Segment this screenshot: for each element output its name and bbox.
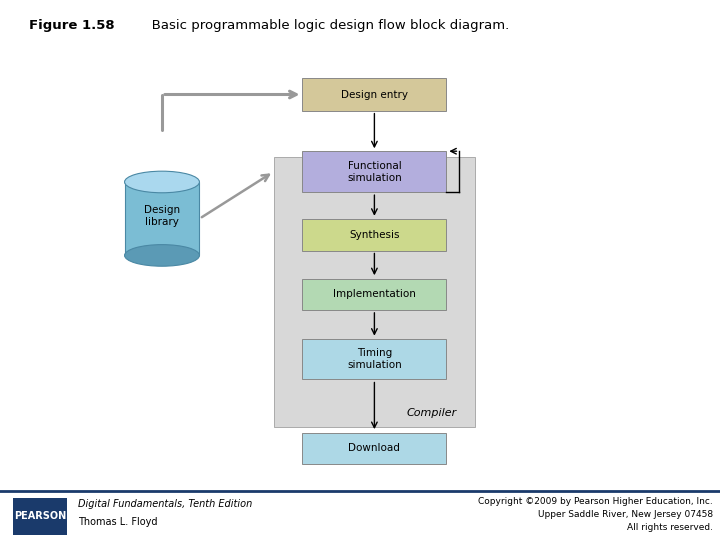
Text: Figure 1.58: Figure 1.58 (29, 19, 114, 32)
Bar (13, 498, 67, 535)
FancyBboxPatch shape (302, 279, 446, 310)
Text: Thomas L. Floyd: Thomas L. Floyd (78, 517, 157, 526)
Text: Design entry: Design entry (341, 90, 408, 99)
Text: Design
library: Design library (144, 205, 180, 227)
Bar (125, 182, 199, 255)
Text: Synthesis: Synthesis (349, 230, 400, 240)
Text: Compiler: Compiler (407, 408, 457, 418)
FancyBboxPatch shape (302, 151, 446, 192)
Text: Download: Download (348, 443, 400, 453)
Text: PEARSON: PEARSON (14, 511, 66, 521)
Text: Basic programmable logic design flow block diagram.: Basic programmable logic design flow blo… (139, 19, 510, 32)
Bar (0, 491, 720, 540)
Text: All rights reserved.: All rights reserved. (627, 523, 713, 531)
Ellipse shape (125, 245, 199, 266)
Text: Figure 1.58   Basic programmable logic design flow block diagram.: Figure 1.58 Basic programmable logic des… (30, 19, 474, 32)
Text: Digital Fundamentals, Tenth Edition: Digital Fundamentals, Tenth Edition (78, 500, 252, 509)
Text: Upper Saddle River, New Jersey 07458: Upper Saddle River, New Jersey 07458 (538, 510, 713, 518)
Text: Timing
simulation: Timing simulation (347, 348, 402, 370)
FancyBboxPatch shape (302, 339, 446, 379)
FancyBboxPatch shape (302, 219, 446, 251)
Text: Functional
simulation: Functional simulation (347, 161, 402, 183)
FancyBboxPatch shape (274, 157, 475, 427)
FancyBboxPatch shape (302, 78, 446, 111)
Ellipse shape (125, 171, 199, 193)
FancyBboxPatch shape (302, 433, 446, 464)
Text: Implementation: Implementation (333, 289, 416, 299)
Text: Copyright ©2009 by Pearson Higher Education, Inc.: Copyright ©2009 by Pearson Higher Educat… (478, 497, 713, 505)
